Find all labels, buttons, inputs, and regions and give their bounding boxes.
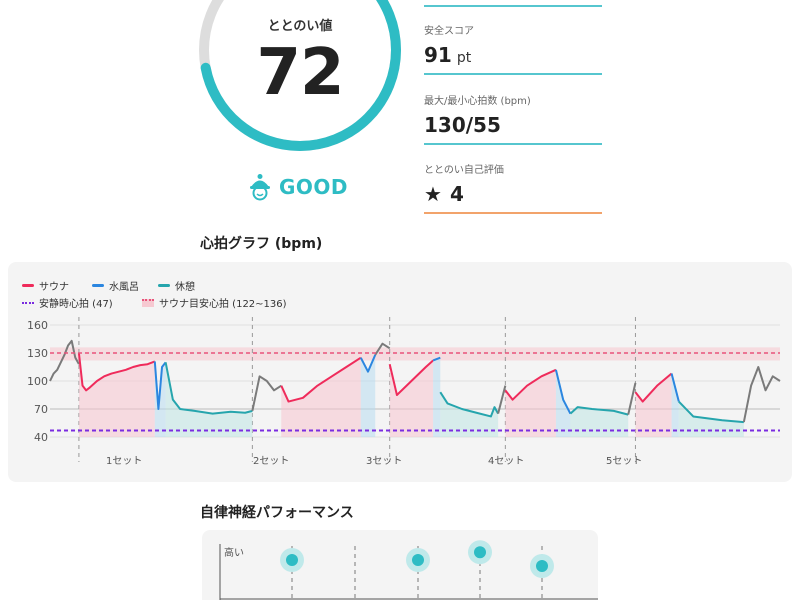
target-band [50,347,780,360]
y-tick-label: 160 [18,319,48,332]
hr-chart-card: サウナ 水風呂 休憩 安静時心拍 (47) サウナ目安心拍 (122~136) … [8,262,792,482]
score-value: 72 [190,36,410,110]
stat-safety-score: 安全スコア 91 pt [424,22,602,67]
stat-value: 4 [450,182,464,206]
hr-chart-title: 心拍グラフ (bpm) [200,233,322,253]
rest-area [440,392,498,437]
set-label-1: 1セット [106,452,142,467]
stat-divider [424,73,602,75]
ans-point [474,546,486,558]
rest-area [166,362,253,437]
rating-badge: GOOD [249,170,348,204]
stat-label: 安全スコア [424,22,602,37]
stat-value: 91 [424,43,452,67]
legend-sauna-target: サウナ目安心拍 (122~136) [142,295,287,310]
stat-divider [424,143,602,145]
ans-y-label: 高い [224,546,244,559]
ans-chart-title: 自律神経パフォーマンス [200,502,354,522]
sauna-area [505,370,556,437]
score-label: ととのい値 [190,15,410,34]
stat-divider [424,5,602,7]
outside-line [744,367,780,422]
ans-point [286,554,298,566]
sauna-hat-face-icon [249,173,271,201]
stat-unit: pt [457,50,471,66]
outside-line [252,376,281,411]
cold_bath-area [672,374,679,437]
cold_bath-area [433,358,440,437]
stat-value: 130/55 [424,113,501,137]
score-ring: ととのい値 72 [190,0,410,160]
y-tick-label: 100 [18,375,48,388]
stat-label: 最大/最小心拍数 (bpm) [424,92,602,107]
ans-chart: 高い [202,530,598,600]
y-tick-label: 130 [18,347,48,360]
cold_bath-area [361,355,375,437]
sauna-area [281,358,361,437]
stat-divider [424,212,602,214]
y-tick-label: 70 [18,403,48,416]
rating-text: GOOD [279,175,348,199]
rest-line [166,362,253,413]
sauna-area [390,360,433,437]
set-label-2: 2セット [253,452,289,467]
outside-line [50,341,79,381]
stat-label: ととのい自己評価 [424,161,602,176]
legend-resting-hr: 安静時心拍 (47) [22,295,113,310]
ans-point [536,560,548,572]
stat-max-min-hr: 最大/最小心拍数 (bpm) 130/55 [424,92,602,137]
set-label-4: 4セット [488,452,524,467]
set-label-5: 5セット [606,452,642,467]
ans-point [412,554,424,566]
legend-cold-bath: 水風呂 [92,278,139,293]
sauna-area [635,374,671,437]
set-label-3: 3セット [366,452,402,467]
ans-chart-card: 高い [202,530,598,600]
star-icon: ★ [424,182,442,206]
legend-sauna: サウナ [22,278,69,293]
hr-chart [8,262,792,482]
y-tick-label: 40 [18,431,48,444]
stat-self-rating: ととのい自己評価 ★ 4 [424,161,602,206]
outside-line [628,383,635,415]
legend-rest: 休憩 [158,278,195,293]
